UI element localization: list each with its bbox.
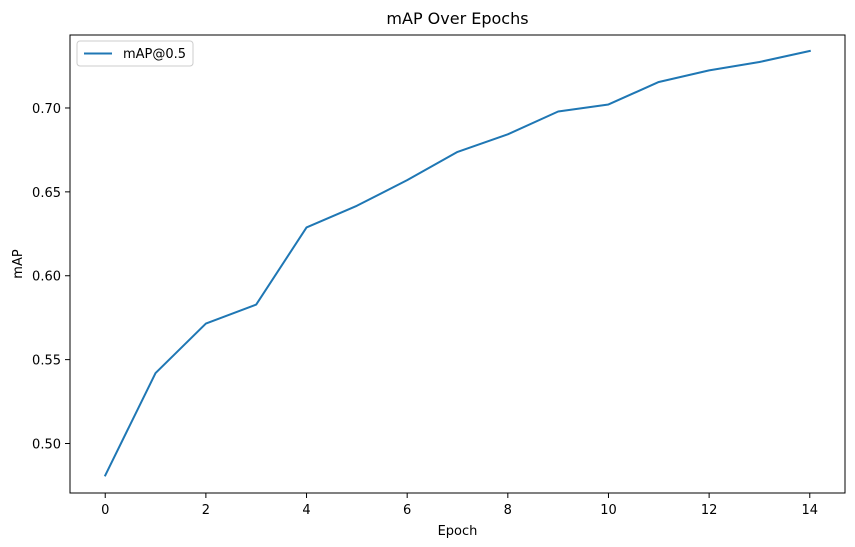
y-tick-label: 0.70: [32, 102, 61, 117]
y-axis-label: mAP: [11, 249, 26, 279]
x-axis: 0 2 4 6 8 10 12 14: [101, 493, 818, 518]
x-tick-label: 10: [600, 503, 617, 518]
series-line-map-0-5: [103, 49, 811, 477]
x-tick-label: 6: [403, 503, 411, 518]
legend-box: [76, 40, 194, 67]
x-tick-label: 12: [701, 503, 718, 518]
x-tick-label: 4: [302, 503, 310, 518]
y-tick-label: 0.60: [32, 270, 61, 285]
legend: mAP@0.5: [76, 40, 194, 67]
x-tick-label: 2: [202, 503, 210, 518]
y-tick-label: 0.65: [32, 186, 61, 201]
chart-title: mAP Over Epochs: [386, 9, 528, 28]
x-tick-label: 0: [101, 503, 109, 518]
plot-area-frame: [69, 34, 846, 494]
series-layer: [103, 49, 811, 477]
y-axis: 0.50 0.55 0.60 0.65 0.70: [32, 102, 70, 453]
x-tick-label: 8: [504, 503, 512, 518]
x-axis-label: Epoch: [438, 524, 478, 539]
x-tick-label: 14: [801, 503, 818, 518]
y-tick-label: 0.50: [32, 438, 61, 453]
legend-label: mAP@0.5: [123, 47, 186, 62]
y-tick-label: 0.55: [32, 354, 61, 369]
